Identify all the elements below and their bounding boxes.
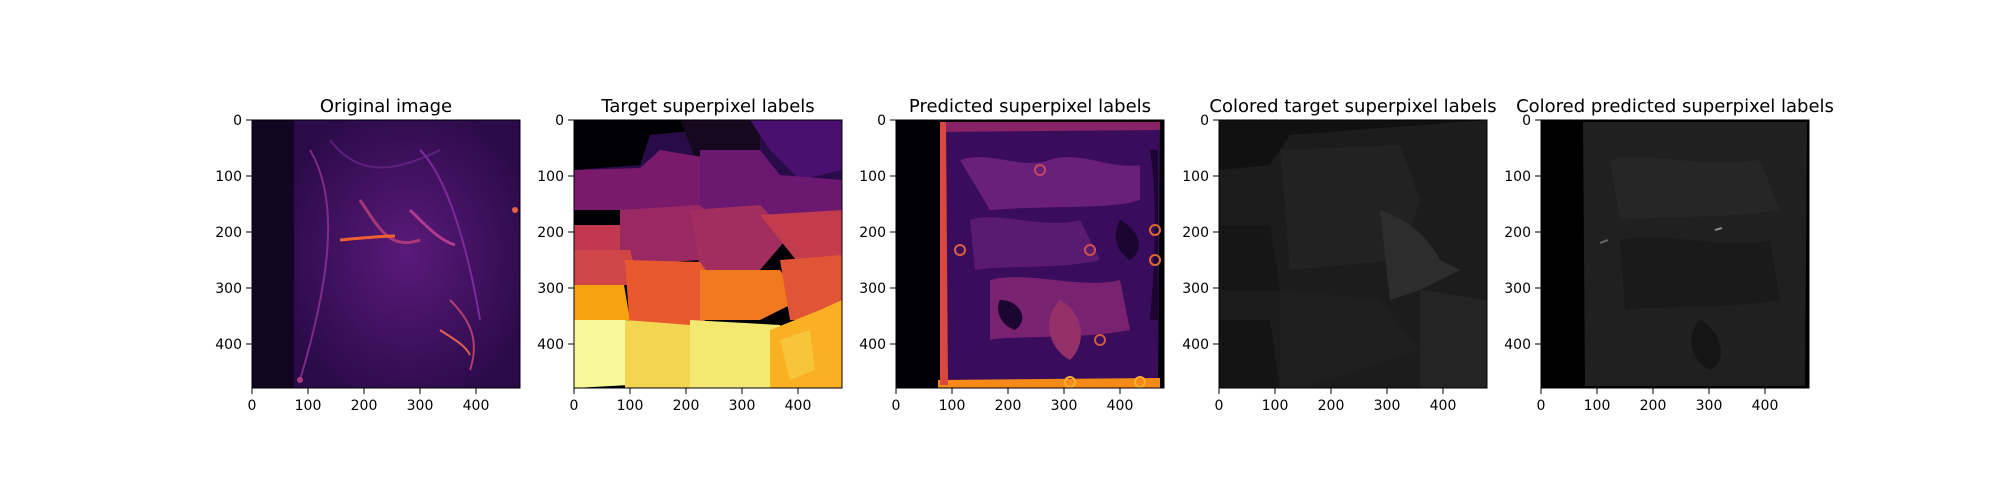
panel-colored-predicted-superpixel-labels: Colored predicted superpixel labels 0 10…	[1504, 96, 1834, 414]
x-tick-label: 0	[1215, 398, 1224, 414]
predicted-labels-raster	[896, 120, 1164, 388]
y-tick-label: 400	[1182, 337, 1209, 353]
y-tick-label: 400	[859, 337, 886, 353]
x-tick-label: 0	[892, 398, 901, 414]
x-tick-label: 0	[248, 398, 257, 414]
original-image-raster	[252, 120, 520, 388]
x-tick-label: 300	[1696, 398, 1723, 414]
x-tick-label: 400	[463, 398, 490, 414]
panel-title: Target superpixel labels	[600, 96, 814, 117]
x-tick-label: 200	[1318, 398, 1345, 414]
panel-title: Colored predicted superpixel labels	[1516, 96, 1834, 117]
x-tick-label: 100	[617, 398, 644, 414]
panel-original-image: Original image 0 100 200 300	[215, 96, 521, 414]
y-tick-label: 300	[859, 281, 886, 297]
x-tick-label: 100	[1584, 398, 1611, 414]
y-tick-label: 200	[537, 225, 564, 241]
x-tick-label: 300	[407, 398, 434, 414]
x-tick-label: 300	[1374, 398, 1401, 414]
y-tick-label: 0	[1200, 113, 1209, 129]
colored-target-raster	[1219, 120, 1487, 388]
y-tick-label: 100	[1182, 169, 1209, 185]
y-tick-label: 300	[215, 281, 242, 297]
x-tick-label: 100	[939, 398, 966, 414]
y-tick-label: 400	[537, 337, 564, 353]
y-tick-label: 0	[233, 113, 242, 129]
x-tick-label: 400	[785, 398, 812, 414]
y-tick-label: 0	[1522, 113, 1531, 129]
x-tick-label: 400	[1107, 398, 1134, 414]
panel-title: Predicted superpixel labels	[909, 96, 1151, 117]
y-tick-label: 200	[215, 225, 242, 241]
y-tick-label: 100	[215, 169, 242, 185]
y-tick-label: 200	[1182, 225, 1209, 241]
x-tick-label: 0	[570, 398, 579, 414]
y-tick-label: 100	[859, 169, 886, 185]
x-tick-label: 200	[351, 398, 378, 414]
y-tick-label: 200	[859, 225, 886, 241]
x-tick-label: 0	[1537, 398, 1546, 414]
panel-colored-target-superpixel-labels: Colored target superpixel labels 0 100 2…	[1182, 96, 1496, 414]
panel-predicted-superpixel-labels: Predicted superpixel labels	[859, 96, 1165, 414]
x-tick-label: 300	[1051, 398, 1078, 414]
x-tick-label: 400	[1430, 398, 1457, 414]
y-tick-label: 300	[1504, 281, 1531, 297]
y-tick-label: 100	[1504, 169, 1531, 185]
y-tick-label: 200	[1504, 225, 1531, 241]
panel-title: Original image	[320, 96, 452, 117]
y-tick-label: 0	[555, 113, 564, 129]
x-tick-label: 100	[1262, 398, 1289, 414]
x-tick-label: 200	[1640, 398, 1667, 414]
x-tick-label: 400	[1752, 398, 1779, 414]
y-tick-label: 0	[877, 113, 886, 129]
x-tick-label: 200	[995, 398, 1022, 414]
target-labels-raster	[574, 120, 842, 388]
y-tick-label: 400	[1504, 337, 1531, 353]
colored-predicted-raster	[1541, 120, 1809, 388]
panel-target-superpixel-labels: Target superpixel labels	[537, 96, 843, 414]
y-tick-label: 400	[215, 337, 242, 353]
x-tick-label: 100	[295, 398, 322, 414]
panel-title: Colored target superpixel labels	[1209, 96, 1496, 117]
y-tick-label: 300	[1182, 281, 1209, 297]
y-tick-label: 300	[537, 281, 564, 297]
x-tick-label: 300	[729, 398, 756, 414]
x-tick-label: 200	[673, 398, 700, 414]
y-tick-label: 100	[537, 169, 564, 185]
